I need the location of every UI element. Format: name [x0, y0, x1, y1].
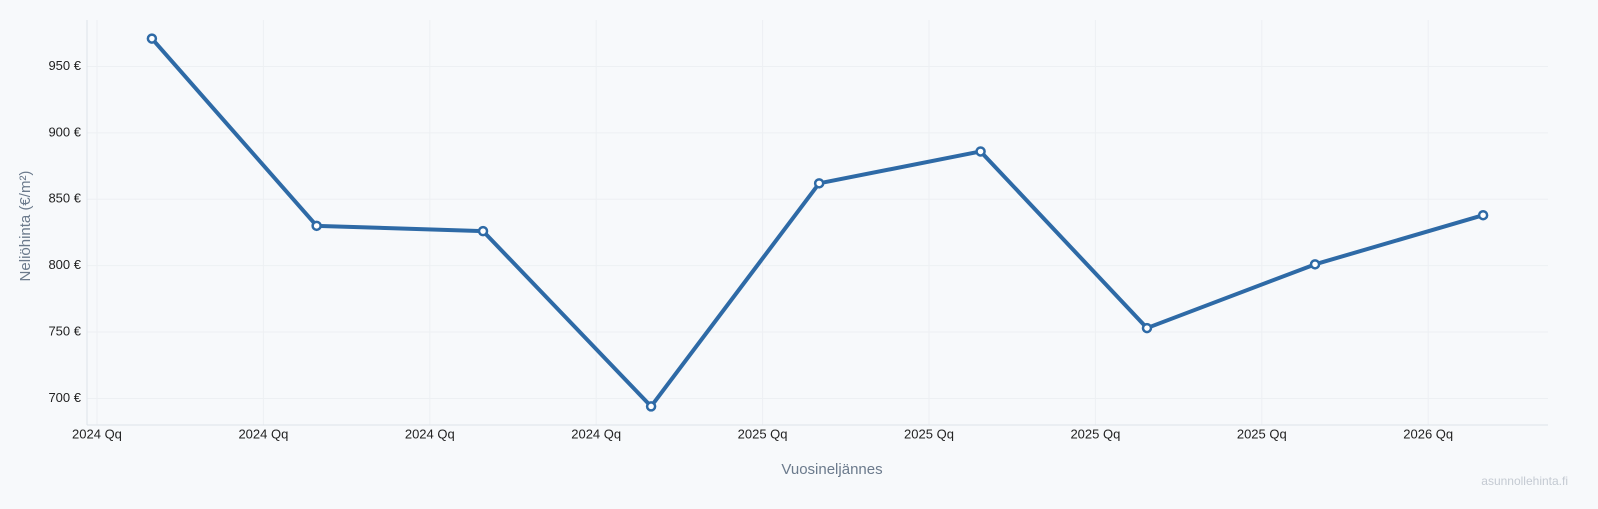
- y-tick-label: 700 €: [48, 390, 81, 405]
- point: [1141, 322, 1153, 334]
- y-tick-label: 950 €: [48, 58, 81, 73]
- point: [975, 146, 986, 157]
- x-tick-label: 2025 Qq: [1237, 426, 1287, 441]
- y-tick-label: 900 €: [48, 124, 81, 139]
- x-tick-label: 2024 Qq: [238, 426, 288, 441]
- point: [645, 401, 657, 412]
- y-axis-title: Neliöhinta (€/m²): [17, 171, 34, 282]
- x-tick-label: 2025 Qq: [904, 426, 954, 441]
- x-axis-title: Vuosineljännes: [781, 461, 882, 478]
- point: [1309, 259, 1321, 270]
- point: [813, 178, 825, 189]
- y-tick-label: 800 €: [48, 257, 81, 272]
- point: [311, 220, 322, 232]
- x-tick-label: 2026 Qq: [1403, 426, 1453, 441]
- point: [146, 33, 158, 44]
- point: [477, 225, 489, 237]
- x-tick-label: 2025 Qq: [738, 426, 788, 441]
- point: [1477, 209, 1489, 221]
- x-tick-label: 2024 Qq: [72, 426, 122, 441]
- watermark: asunnollehinta.fi: [1481, 474, 1568, 488]
- x-tick-label: 2025 Qq: [1070, 426, 1120, 441]
- x-tick-label: 2024 Qq: [405, 426, 455, 441]
- y-tick-label: 850 €: [48, 191, 81, 206]
- y-tick-label: 750 €: [48, 323, 81, 338]
- x-tick-label: 2024 Qq: [571, 426, 621, 441]
